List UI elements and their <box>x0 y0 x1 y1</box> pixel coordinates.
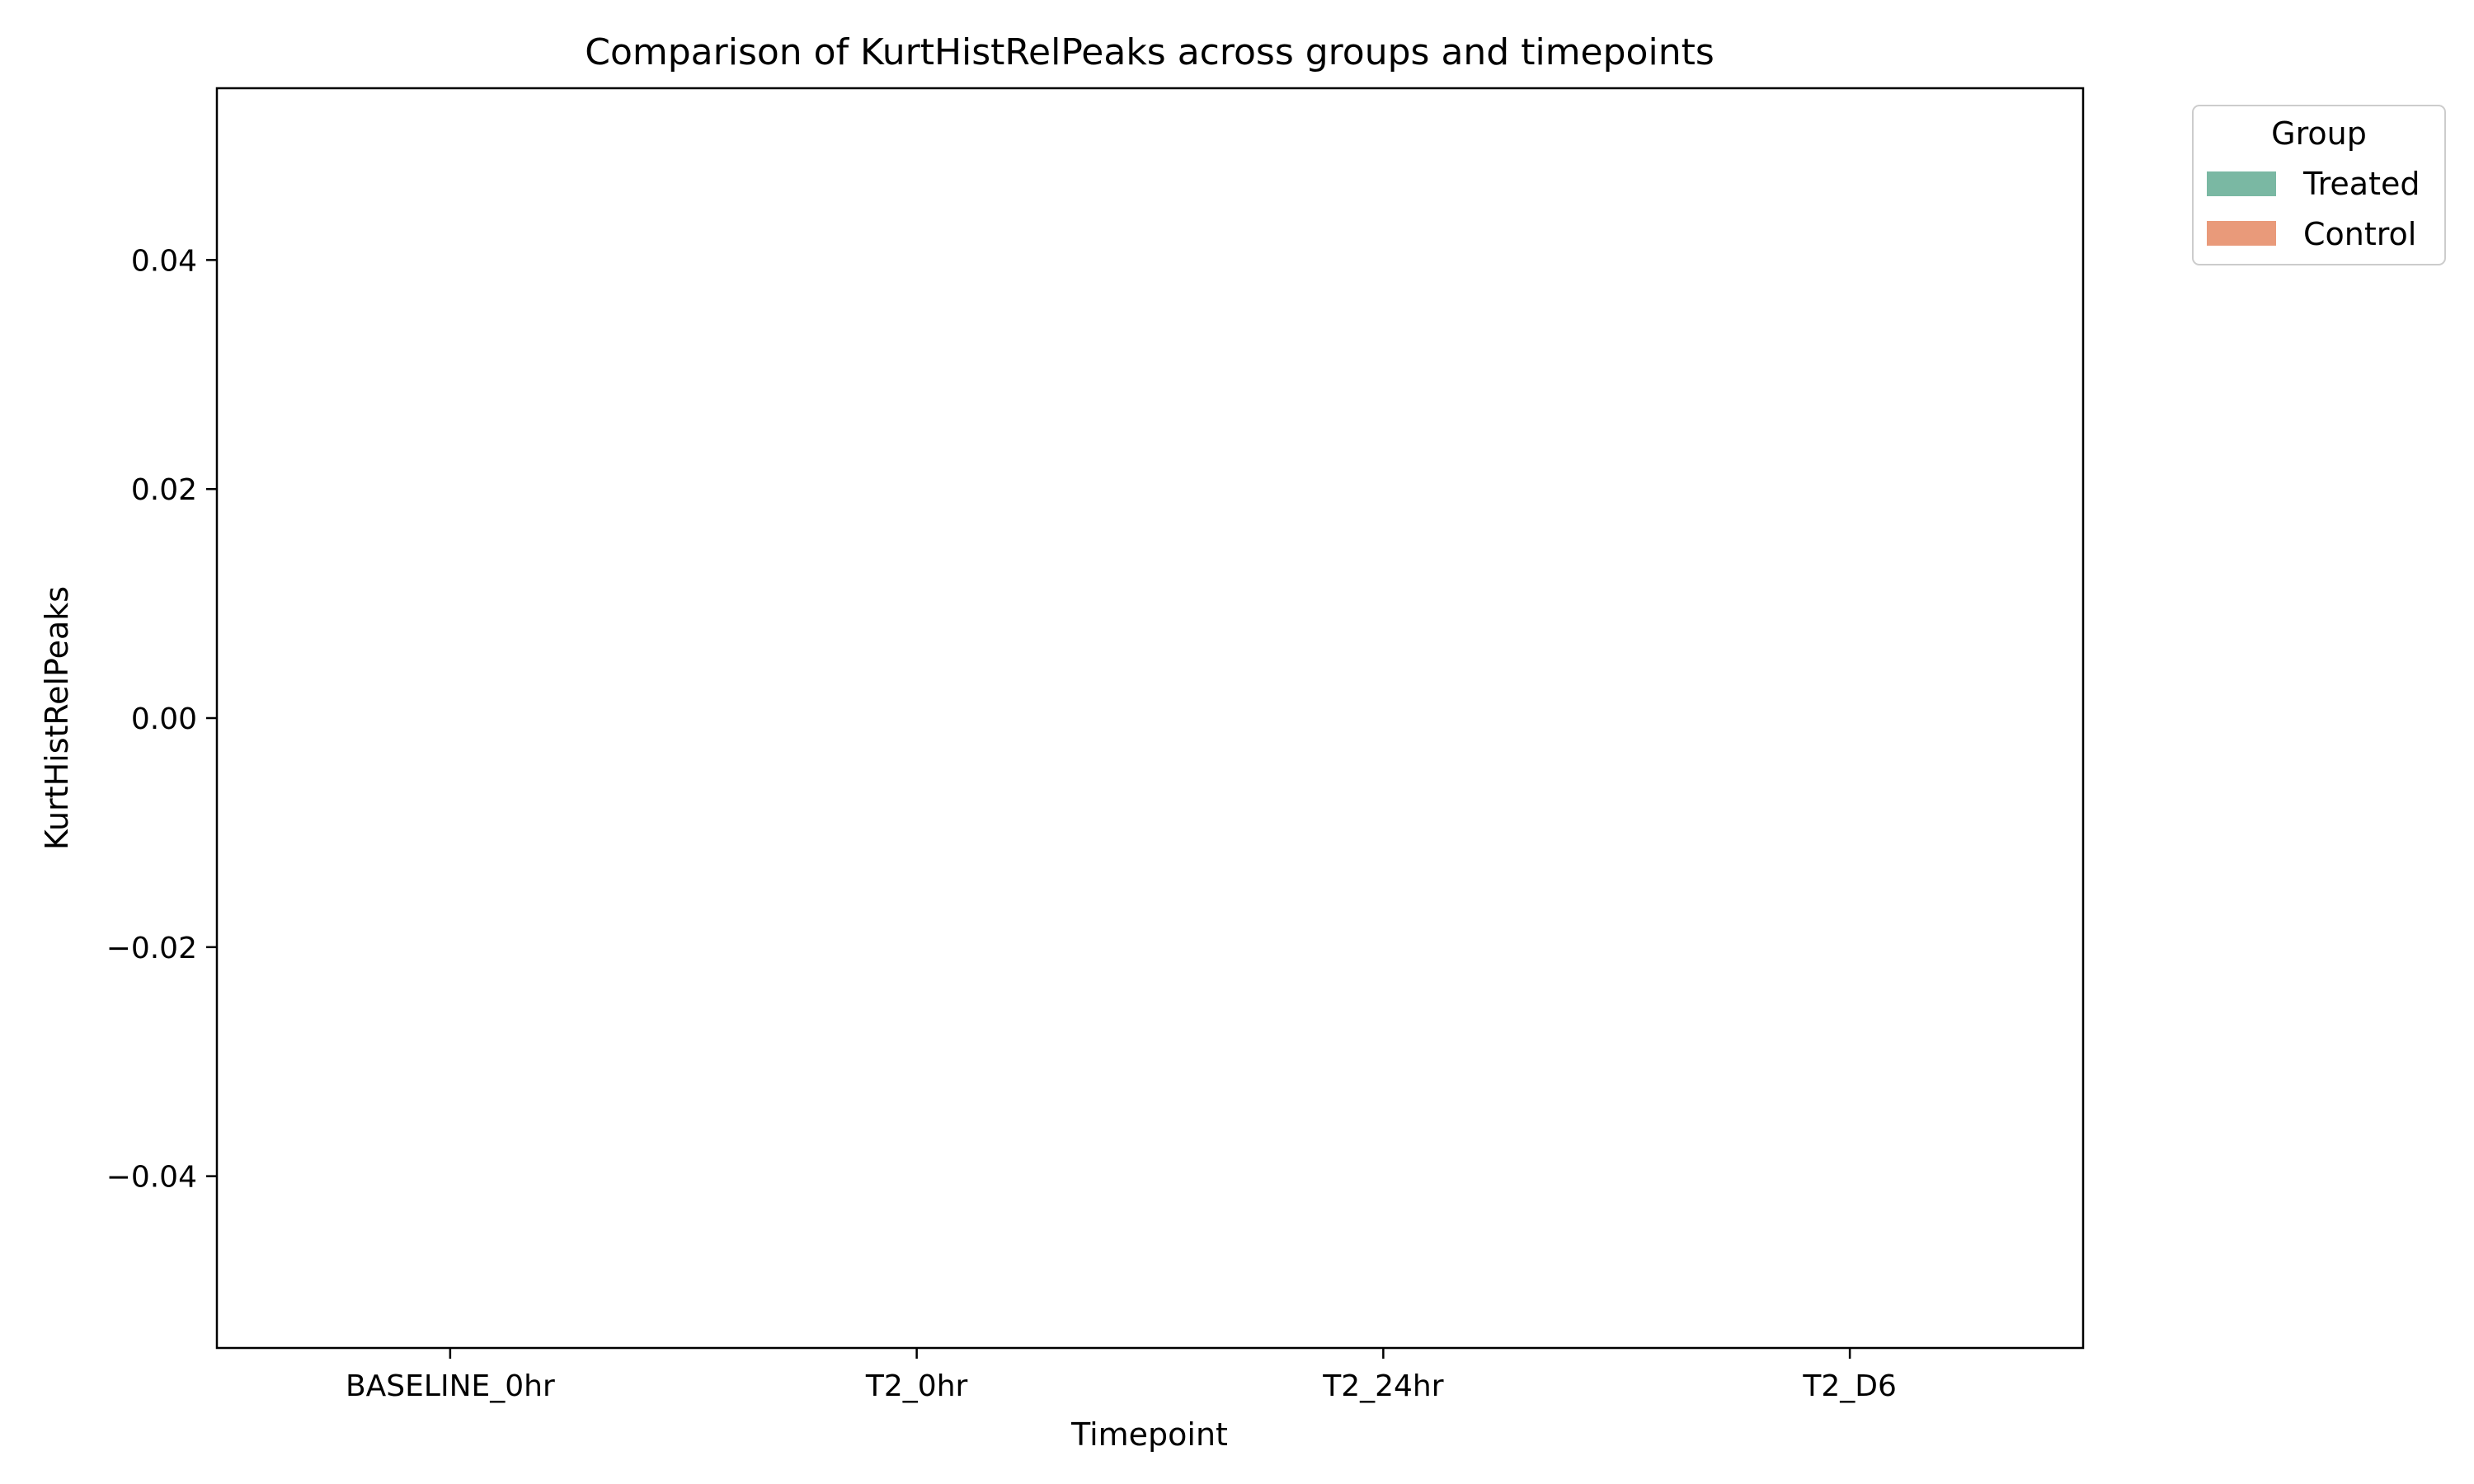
y-tick-label: −0.04 <box>106 1161 197 1195</box>
x-axis: BASELINE_0hr T2_0hr T2_24hr T2_D6 <box>346 1348 1897 1403</box>
legend-swatch-control <box>2207 221 2276 246</box>
y-tick-label: 0.00 <box>131 702 197 736</box>
y-tick-label: 0.04 <box>131 244 197 278</box>
legend: Group Treated Control <box>2192 105 2446 265</box>
x-tick-label: T2_0hr <box>865 1369 968 1403</box>
y-axis-label: KurtHistRelPeaks <box>39 586 75 850</box>
y-tick-label: −0.02 <box>106 932 197 965</box>
x-tick-label: T2_D6 <box>1802 1369 1897 1403</box>
x-axis-label: Timepoint <box>1070 1416 1228 1453</box>
y-tick-label: 0.02 <box>131 473 197 507</box>
legend-label-control: Control <box>2303 216 2416 252</box>
chart-title: Comparison of KurtHistRelPeaks across gr… <box>585 31 1714 73</box>
legend-title: Group <box>2271 115 2367 152</box>
x-tick-label: BASELINE_0hr <box>346 1369 555 1403</box>
x-tick-label: T2_24hr <box>1322 1369 1444 1403</box>
legend-swatch-treated <box>2207 171 2276 196</box>
y-axis: −0.04 −0.02 0.00 0.02 0.04 <box>106 244 217 1195</box>
legend-label-treated: Treated <box>2302 166 2420 202</box>
